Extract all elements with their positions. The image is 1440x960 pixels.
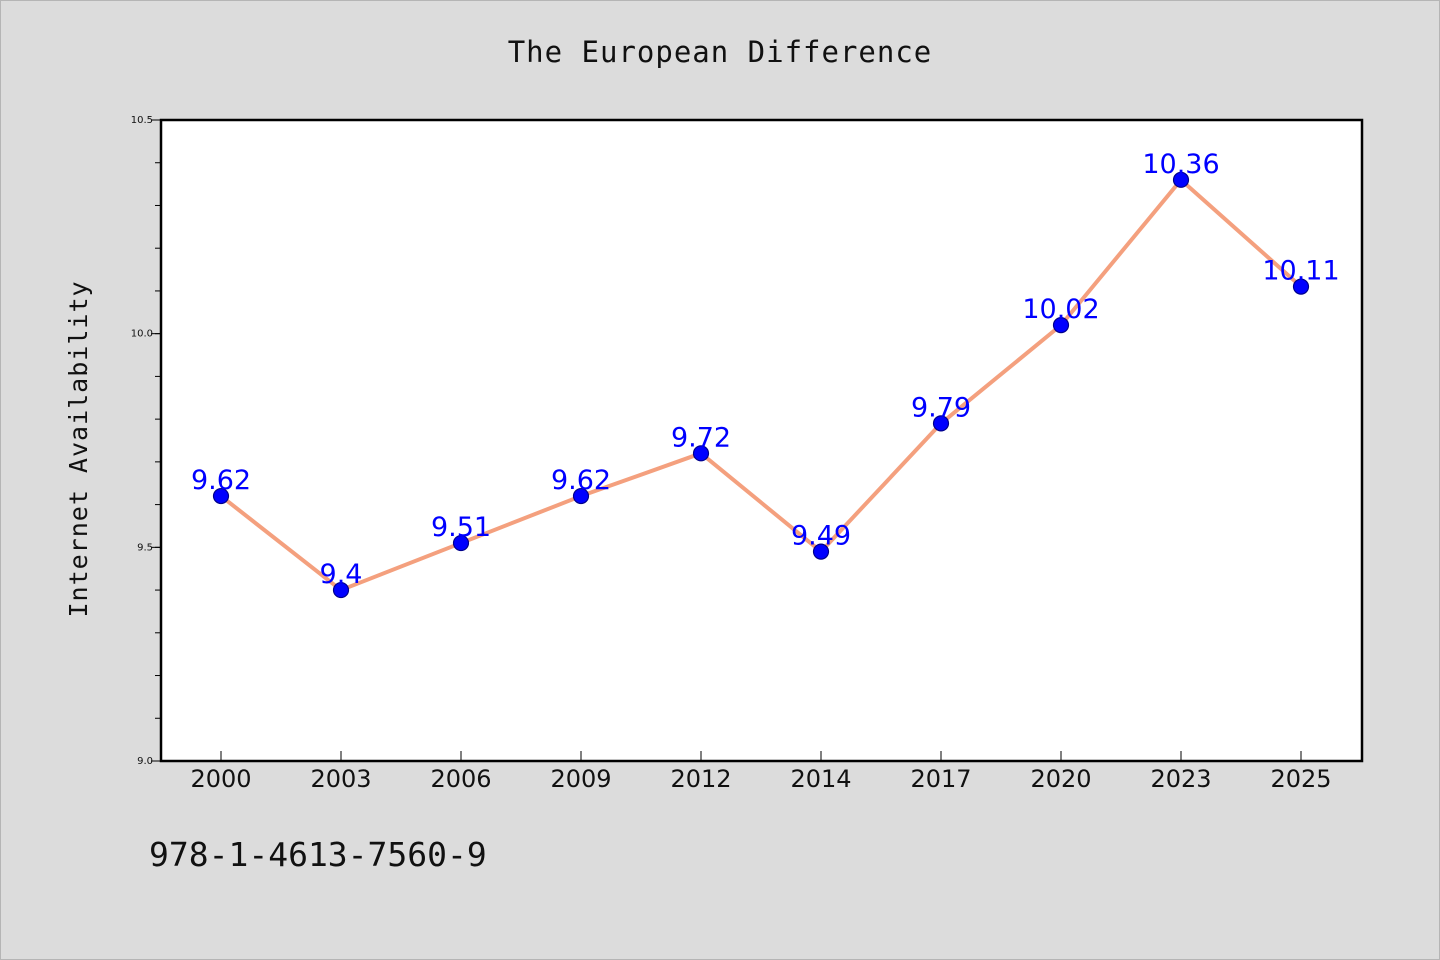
data-label: 9.72 bbox=[671, 422, 731, 453]
plot-area bbox=[159, 118, 1364, 763]
data-point bbox=[572, 487, 590, 505]
x-tick-label: 2000 bbox=[190, 765, 251, 793]
y-axis-title: Internet Availability bbox=[64, 280, 93, 617]
chart-title: The European Difference bbox=[507, 35, 933, 69]
x-tick-label: 2009 bbox=[550, 765, 611, 793]
x-tick-label: 2014 bbox=[790, 765, 851, 793]
y-tick-label: 10.5 bbox=[131, 115, 153, 126]
data-label: 9.62 bbox=[191, 465, 251, 496]
data-markers bbox=[212, 171, 1310, 599]
data-point bbox=[692, 445, 710, 462]
data-label: 10.36 bbox=[1142, 149, 1219, 180]
data-point bbox=[1052, 317, 1070, 334]
data-point bbox=[212, 487, 230, 505]
data-label: 9.4 bbox=[320, 559, 363, 590]
x-tick-label: 2023 bbox=[1150, 765, 1211, 793]
y-tick-label: 9.5 bbox=[137, 542, 153, 553]
y-axis: 9.0 9.5 10.0 10.5 bbox=[131, 115, 161, 767]
data-label: 9.79 bbox=[911, 392, 971, 423]
x-axis: 2000 2003 2006 2009 2012 2014 2017 2020 2023 2025 bbox=[190, 751, 1332, 793]
footer-code: 978-1-4613-7560-9 bbox=[149, 835, 487, 874]
x-tick-label: 2025 bbox=[1270, 765, 1331, 793]
y-tick-label: 10.0 bbox=[131, 329, 153, 340]
data-label: 10.11 bbox=[1262, 256, 1339, 287]
data-label: 9.49 bbox=[791, 521, 851, 552]
data-point bbox=[1292, 278, 1310, 295]
series-line bbox=[219, 177, 1303, 593]
x-tick-label: 2020 bbox=[1030, 765, 1091, 793]
x-tick-label: 2003 bbox=[310, 765, 371, 793]
data-label: 9.62 bbox=[551, 465, 611, 496]
data-point bbox=[1172, 171, 1190, 188]
data-labels: 9.62 9.4 9.51 9.62 9.72 9.49 9.79 10.02 10.36 10.… bbox=[191, 149, 1340, 590]
data-label: 10.02 bbox=[1022, 294, 1099, 325]
data-point bbox=[332, 581, 350, 599]
x-tick-label: 2012 bbox=[670, 765, 731, 793]
data-point bbox=[932, 415, 950, 432]
data-point bbox=[452, 534, 470, 552]
y-tick-label: 9.0 bbox=[137, 756, 153, 767]
x-tick-label: 2006 bbox=[430, 765, 491, 793]
x-tick-label: 2017 bbox=[910, 765, 971, 793]
data-point bbox=[812, 543, 830, 560]
data-label: 9.51 bbox=[431, 512, 491, 543]
